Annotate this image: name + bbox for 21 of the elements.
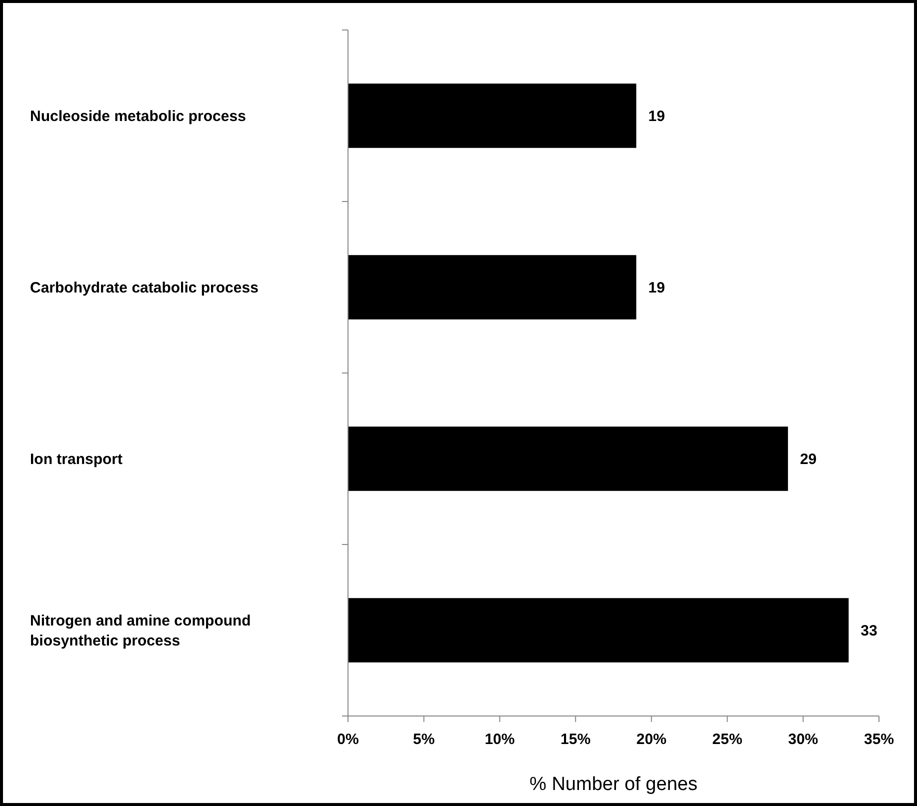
x-tick-label: 20% [636,731,666,748]
y-tick-label: Nucleoside metabolic process [30,108,246,125]
x-tick-label: 5% [413,731,435,748]
y-tick-label: Nitrogen and amine compound biosynthetic process [30,612,251,650]
x-tick-label: 35% [864,731,894,748]
x-tick-label: 10% [484,731,515,748]
y-tick-label: Ion transport [30,451,122,468]
x-axis-title: % Number of genes [530,774,698,795]
x-tick-label: 25% [712,731,742,748]
y-tick-label: Carbohydrate catabolic process [30,280,258,296]
data-label: 29 [800,451,817,468]
data-label: 33 [860,622,878,640]
bar [348,255,636,320]
bar [348,426,788,491]
x-tick-label: 30% [788,731,818,748]
bar [348,598,849,662]
x-tick-label: 0% [337,731,359,748]
x-tick-label: 15% [560,731,591,748]
bar [348,84,636,148]
data-label: 19 [648,108,665,125]
data-label: 19 [648,280,665,296]
